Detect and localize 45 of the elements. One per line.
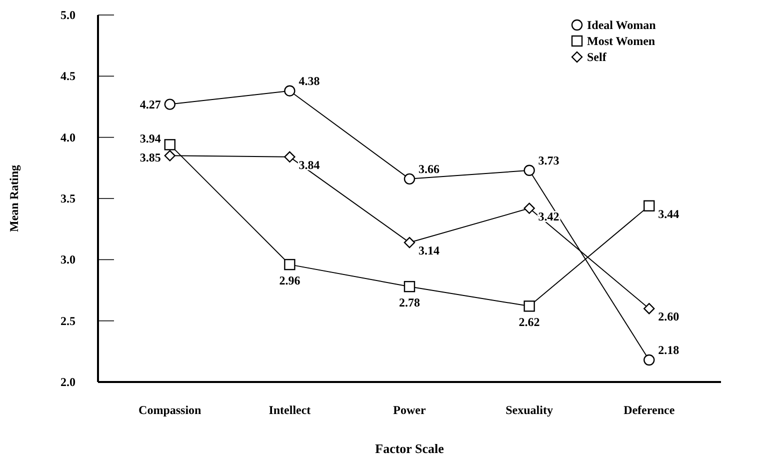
point (284, 85, 296, 96)
data-label: 2.62 (518, 315, 540, 330)
data-label: 2.78 (399, 296, 420, 310)
y-tick-label: 3.5 (60, 192, 76, 206)
data-label: 2.60 (658, 310, 680, 324)
point (524, 164, 535, 176)
point (524, 300, 535, 312)
point (404, 236, 416, 248)
data-label: 3.85 (140, 150, 161, 165)
x-tick-label: Sexuality (506, 403, 553, 417)
y-tick-label: 2.5 (60, 314, 76, 328)
point (524, 202, 535, 214)
data-label: 3.73 (538, 153, 560, 168)
data-label: 3.66 (418, 162, 440, 176)
x-axis-title: Factor Scale (375, 441, 444, 456)
y-tick-label: 3.0 (60, 252, 76, 267)
data-label: 4.27 (140, 97, 161, 112)
y-axis-title: Mean Rating (7, 165, 21, 232)
data-label: 4.38 (298, 74, 320, 88)
legend-label: Ideal Woman (587, 18, 656, 32)
y-tick-label: 4.0 (60, 130, 76, 144)
point (164, 150, 176, 162)
data-label: 2.18 (658, 342, 680, 357)
point (644, 303, 655, 314)
y-tick-label: 4.5 (60, 69, 76, 84)
data-label: 2.96 (279, 274, 300, 288)
point (284, 258, 296, 270)
legend-label: Self (587, 50, 608, 64)
x-tick-label: Compassion (138, 403, 202, 417)
point (164, 139, 176, 150)
data-label: 3.14 (418, 244, 440, 258)
x-tick-label: Deference (624, 403, 676, 417)
point (644, 354, 655, 366)
point (644, 200, 655, 212)
point (404, 280, 416, 292)
point (284, 151, 296, 163)
data-label: 3.44 (658, 206, 680, 221)
point (164, 98, 176, 110)
y-tick-label: 5.0 (60, 8, 76, 22)
x-tick-label: Power (393, 403, 426, 417)
data-label: 3.94 (140, 132, 161, 146)
point (404, 173, 416, 185)
x-tick-label: Intellect (268, 403, 311, 417)
legend-label: Most Women (587, 34, 656, 48)
y-tick-label: 2.0 (60, 375, 76, 389)
